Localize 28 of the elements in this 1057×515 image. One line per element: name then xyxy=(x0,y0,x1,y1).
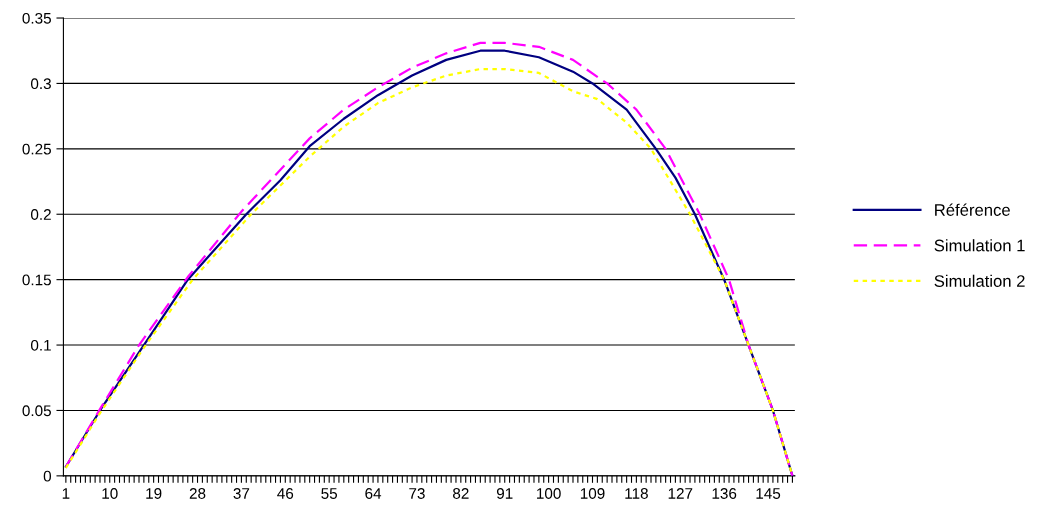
x-tick-label: 37 xyxy=(233,488,250,499)
legend-label: Simulation 1 xyxy=(934,239,1025,252)
y-tick-label: 0.3 xyxy=(30,78,51,90)
x-tick-label: 91 xyxy=(496,488,513,499)
y-tick-label: 0.15 xyxy=(22,274,51,286)
y-tick-label: 0.35 xyxy=(22,12,51,24)
y-tick-label: 0.25 xyxy=(22,143,51,155)
x-tick-label: 28 xyxy=(189,488,206,499)
x-tick-label: 118 xyxy=(625,488,648,499)
y-tick-label: 0 xyxy=(43,470,52,482)
legend-label: Référence xyxy=(935,203,1010,216)
x-tick-label: 73 xyxy=(409,488,425,499)
x-tick-label: 100 xyxy=(537,488,561,499)
y-tick-label: 0.2 xyxy=(30,209,51,220)
x-tick-label: 1 xyxy=(62,488,70,499)
x-tick-label: 82 xyxy=(453,488,469,499)
x-tick-label: 64 xyxy=(365,488,382,499)
x-tick-label: 19 xyxy=(146,488,162,499)
x-tick-label: 127 xyxy=(668,488,693,499)
x-tick-label: 136 xyxy=(712,488,737,499)
x-tick-label: 46 xyxy=(277,488,294,499)
x-tick-label: 55 xyxy=(321,488,338,499)
x-tick-label: 10 xyxy=(102,488,118,499)
y-tick-label: 0.1 xyxy=(30,339,51,351)
y-tick-label: 0.05 xyxy=(22,405,51,417)
legend-label: Simulation 2 xyxy=(934,274,1025,287)
x-tick-label: 145 xyxy=(756,488,781,499)
x-tick-label: 109 xyxy=(580,488,605,499)
